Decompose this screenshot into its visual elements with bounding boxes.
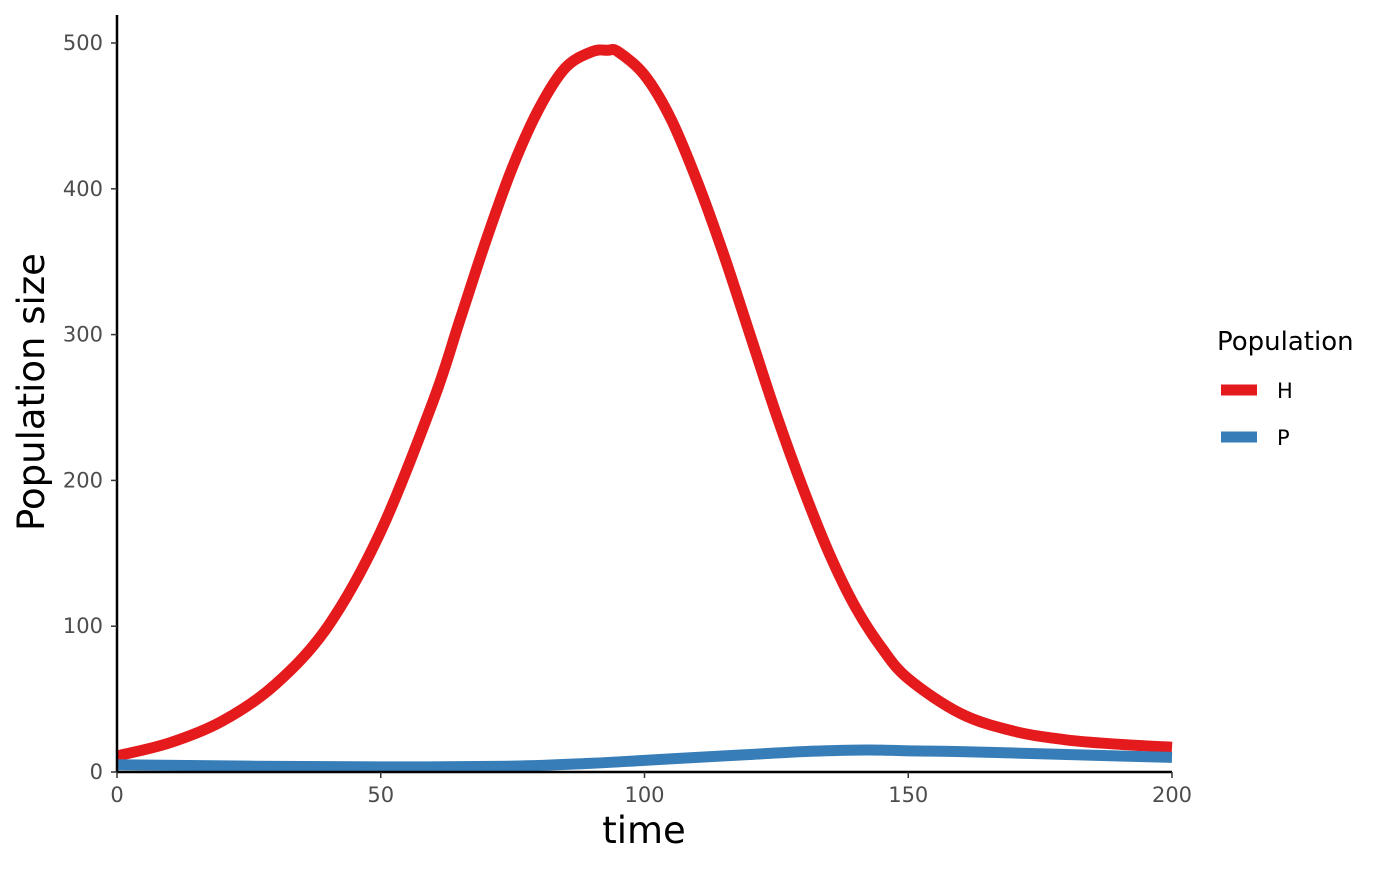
- series-line-H: [115, 43, 1173, 762]
- x-axis-title: time: [602, 809, 686, 852]
- ticks-layer: 0 50 100 150 200 0 100 200 300 400 500: [63, 31, 1192, 807]
- x-tick-label: 0: [110, 783, 123, 807]
- y-tick-label: 0: [90, 760, 103, 784]
- y-tick-label: 400: [63, 177, 103, 201]
- legend-items: HP: [1221, 379, 1293, 450]
- legend-label-P: P: [1277, 426, 1290, 450]
- legend-title: Population: [1217, 327, 1354, 357]
- y-tick-label: 500: [63, 31, 103, 55]
- y-tick-label: 100: [63, 614, 103, 638]
- y-axis-title: Population size: [10, 253, 53, 531]
- x-tick-label: 100: [624, 783, 664, 807]
- legend-label-H: H: [1277, 379, 1293, 403]
- x-tick-label: 50: [367, 783, 394, 807]
- y-tick-label: 300: [63, 323, 103, 347]
- y-tick-label: 200: [63, 468, 103, 492]
- axes-layer: [115, 15, 1172, 774]
- series-layer: [115, 43, 1173, 773]
- series-line-P: [116, 744, 1173, 773]
- x-tick-label: 200: [1152, 783, 1192, 807]
- legend: Population HP: [1217, 327, 1354, 450]
- x-tick-label: 150: [888, 783, 928, 807]
